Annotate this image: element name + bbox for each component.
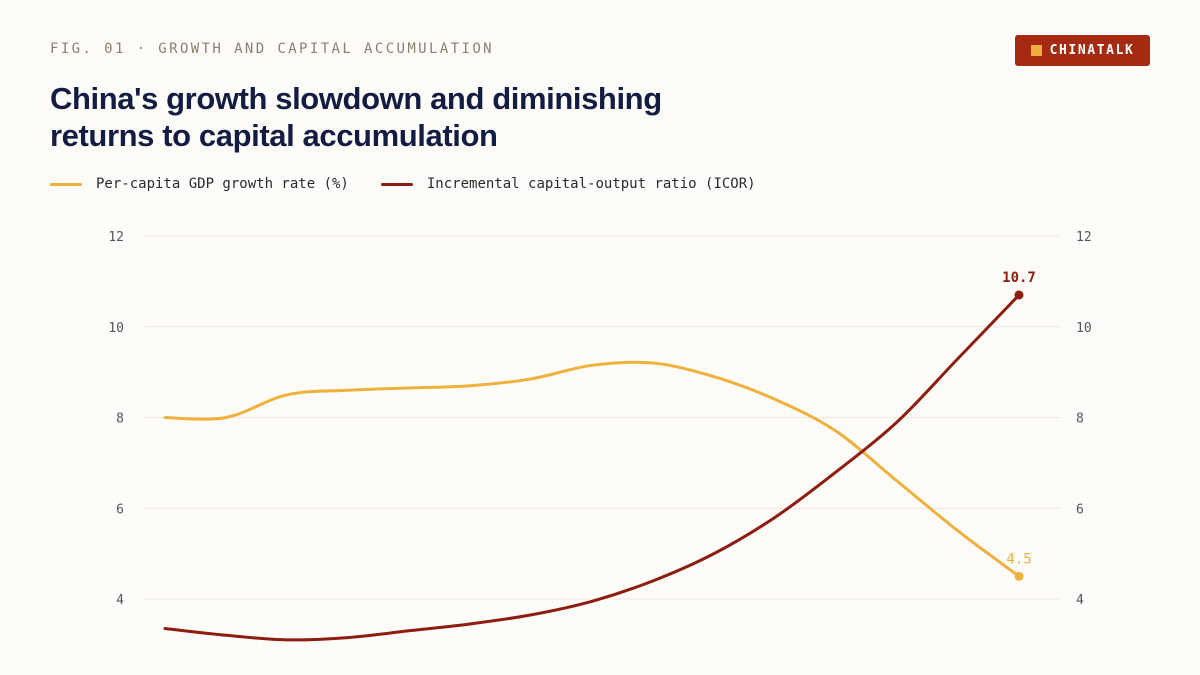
y-tick-right-10: 10 xyxy=(1076,321,1092,336)
end-point-icor xyxy=(1014,290,1024,300)
y-tick-left-10: 10 xyxy=(108,321,124,336)
brand-square-icon xyxy=(1030,45,1042,56)
end-point-gdp xyxy=(1014,571,1024,581)
series-line-icor xyxy=(163,293,1021,642)
y-tick-right-4: 4 xyxy=(1076,593,1084,608)
y-tick-left-4: 4 xyxy=(116,593,124,608)
y-tick-left-8: 8 xyxy=(116,412,124,427)
legend-item-icor: Incremental capital-output ratio (ICOR) xyxy=(380,176,756,192)
legend-swatch-icor xyxy=(380,182,413,186)
brand-label: CHINATALK xyxy=(1049,43,1135,58)
legend-swatch-gdp xyxy=(50,182,82,186)
end-label-gdp: 4.5 xyxy=(1006,551,1031,567)
y-tick-left-6: 6 xyxy=(116,502,124,517)
end-label-icor: 10.7 xyxy=(1002,270,1036,286)
y-tick-left-12: 12 xyxy=(108,230,124,245)
y-tick-right-6: 6 xyxy=(1076,502,1084,517)
chart-title: China's growth slowdown and diminishing … xyxy=(50,80,770,154)
legend-item-gdp: Per-capita GDP growth rate (%) xyxy=(50,176,349,192)
chart-title-line-1: China's growth slowdown and diminishing xyxy=(50,81,662,116)
figure-label: FIG. 01 · GROWTH AND CAPITAL ACCUMULATIO… xyxy=(50,41,494,57)
y-tick-right-12: 12 xyxy=(1076,230,1092,245)
series-line-gdp xyxy=(163,360,1021,578)
chart-title-line-2: returns to capital accumulation xyxy=(50,118,498,153)
legend-label-gdp: Per-capita GDP growth rate (%) xyxy=(96,176,349,192)
brand-badge: CHINATALK xyxy=(1015,35,1150,66)
legend: Per-capita GDP growth rate (%) Increment… xyxy=(50,176,788,192)
y-tick-right-8: 8 xyxy=(1076,412,1084,427)
legend-label-icor: Incremental capital-output ratio (ICOR) xyxy=(426,176,756,192)
